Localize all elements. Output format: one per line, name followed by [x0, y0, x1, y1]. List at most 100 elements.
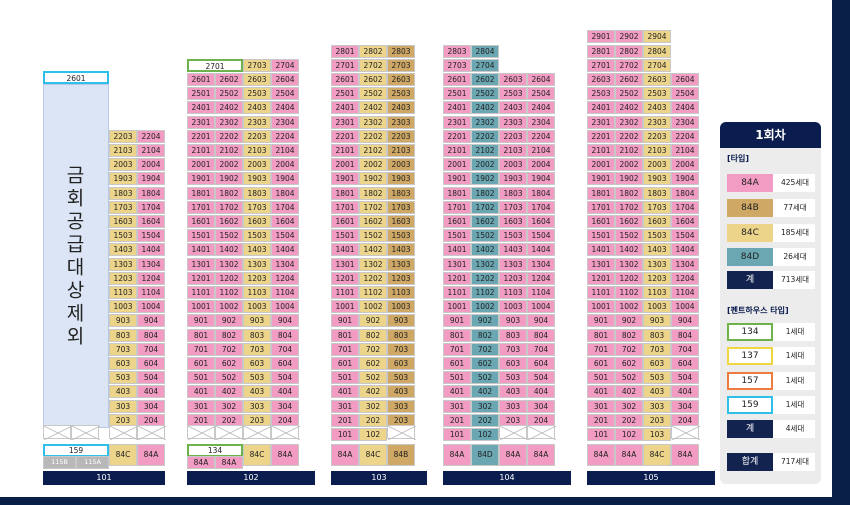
- unit-cell[interactable]: 1102: [615, 286, 643, 299]
- unit-cell[interactable]: 604: [137, 357, 165, 370]
- unit-cell[interactable]: 2304: [527, 115, 555, 129]
- unit-cell[interactable]: 1402: [615, 243, 643, 257]
- unit-cell[interactable]: 2502: [615, 87, 643, 101]
- unit-cell[interactable]: 403: [643, 385, 671, 399]
- unit-cell[interactable]: 1202: [471, 271, 499, 285]
- unit-cell[interactable]: 1002: [215, 300, 243, 314]
- unit-cell[interactable]: 2602: [615, 73, 643, 86]
- unit-cell[interactable]: 402: [471, 385, 499, 399]
- unit-cell[interactable]: 902: [615, 314, 643, 328]
- unit-cell[interactable]: 704: [137, 342, 165, 356]
- unit-cell[interactable]: 2201: [587, 129, 615, 143]
- unit-cell[interactable]: 903: [243, 314, 271, 328]
- unit-cell[interactable]: 1702: [215, 200, 243, 214]
- unit-cell[interactable]: 901: [187, 314, 215, 328]
- unit-cell[interactable]: 1002: [359, 300, 387, 314]
- unit-cell[interactable]: 1004: [671, 300, 699, 314]
- unit-cell[interactable]: 2003: [499, 158, 527, 172]
- unit-cell[interactable]: 201: [443, 413, 471, 427]
- unit-cell[interactable]: 601: [587, 357, 615, 370]
- unit-cell[interactable]: 2403: [499, 101, 527, 115]
- unit-cell[interactable]: 304: [671, 399, 699, 413]
- unit-cell[interactable]: 1903: [499, 172, 527, 186]
- unit-cell[interactable]: 2604: [527, 73, 555, 86]
- unit-cell[interactable]: 702: [471, 342, 499, 356]
- unit-cell[interactable]: 1302: [359, 257, 387, 271]
- unit-cell[interactable]: 2104: [271, 144, 299, 157]
- unit-cell[interactable]: 1704: [271, 200, 299, 214]
- unit-cell[interactable]: 2803: [443, 44, 471, 58]
- unit-cell[interactable]: 1401: [331, 243, 359, 257]
- unit-cell[interactable]: 2703: [443, 58, 471, 72]
- unit-cell[interactable]: 1304: [271, 257, 299, 271]
- unit-cell[interactable]: 1902: [215, 172, 243, 186]
- unit-cell[interactable]: 1803: [499, 186, 527, 200]
- unit-cell[interactable]: 1903: [109, 172, 137, 186]
- unit-cell[interactable]: 1104: [137, 286, 165, 299]
- unit-cell[interactable]: 2701: [331, 58, 359, 72]
- unit-cell[interactable]: 302: [471, 399, 499, 413]
- unit-cell[interactable]: 2501: [443, 87, 471, 101]
- unit-cell[interactable]: 1802: [359, 186, 387, 200]
- unit-cell[interactable]: 1801: [331, 186, 359, 200]
- unit-cell[interactable]: 2503: [587, 87, 615, 101]
- unit-cell[interactable]: 902: [359, 314, 387, 328]
- unit-cell[interactable]: 1204: [671, 271, 699, 285]
- unit-cell[interactable]: 1402: [471, 243, 499, 257]
- unit-cell[interactable]: 1703: [243, 200, 271, 214]
- unit-cell[interactable]: 2003: [243, 158, 271, 172]
- unit-cell[interactable]: 2702: [359, 58, 387, 72]
- unit-cell[interactable]: 301: [187, 399, 215, 413]
- unit-cell[interactable]: 1104: [271, 286, 299, 299]
- unit-cell[interactable]: 601: [443, 357, 471, 370]
- unit-cell[interactable]: 2401: [331, 101, 359, 115]
- unit-cell[interactable]: 501: [187, 371, 215, 385]
- unit-cell[interactable]: 303: [387, 399, 415, 413]
- unit-cell[interactable]: 2302: [615, 115, 643, 129]
- unit-cell[interactable]: 1501: [331, 229, 359, 243]
- unit-cell[interactable]: 1002: [471, 300, 499, 314]
- unit-cell[interactable]: 901: [587, 314, 615, 328]
- unit-cell[interactable]: 1601: [443, 215, 471, 228]
- unit-cell[interactable]: 2603: [243, 73, 271, 86]
- unit-cell[interactable]: 1501: [187, 229, 215, 243]
- unit-cell[interactable]: 1101: [443, 286, 471, 299]
- unit-cell[interactable]: 801: [443, 328, 471, 342]
- unit-cell[interactable]: 2303: [643, 115, 671, 129]
- unit-cell[interactable]: 2202: [215, 129, 243, 143]
- unit-cell[interactable]: 2801: [587, 44, 615, 58]
- unit-cell[interactable]: 1504: [137, 229, 165, 243]
- unit-cell[interactable]: 1804: [671, 186, 699, 200]
- unit-cell[interactable]: 503: [109, 371, 137, 385]
- unit-cell[interactable]: 604: [527, 357, 555, 370]
- unit-cell[interactable]: 1804: [527, 186, 555, 200]
- unit-cell[interactable]: 2102: [215, 144, 243, 157]
- unit-cell[interactable]: 2904: [643, 30, 671, 44]
- unit-cell[interactable]: 1004: [271, 300, 299, 314]
- unit-cell[interactable]: 1403: [643, 243, 671, 257]
- unit-cell[interactable]: 2601: [187, 73, 215, 86]
- unit-cell[interactable]: 2704: [643, 58, 671, 72]
- unit-cell[interactable]: 1201: [443, 271, 471, 285]
- unit-cell[interactable]: 2004: [527, 158, 555, 172]
- unit-cell[interactable]: 1501: [587, 229, 615, 243]
- unit-cell[interactable]: 1602: [615, 215, 643, 228]
- unit-cell[interactable]: 2703: [387, 58, 415, 72]
- unit-cell[interactable]: 501: [331, 371, 359, 385]
- unit-cell[interactable]: 1502: [615, 229, 643, 243]
- unit-cell[interactable]: 302: [215, 399, 243, 413]
- unit-cell[interactable]: 2503: [499, 87, 527, 101]
- unit-cell[interactable]: 702: [359, 342, 387, 356]
- unit-cell[interactable]: 2604: [271, 73, 299, 86]
- unit-cell[interactable]: 402: [615, 385, 643, 399]
- unit-cell[interactable]: 401: [187, 385, 215, 399]
- unit-cell[interactable]: 804: [527, 328, 555, 342]
- unit-cell[interactable]: 304: [137, 399, 165, 413]
- unit-cell[interactable]: 1603: [499, 215, 527, 228]
- unit-cell[interactable]: 1802: [471, 186, 499, 200]
- unit-cell[interactable]: 2103: [499, 144, 527, 157]
- unit-cell[interactable]: 1404: [527, 243, 555, 257]
- unit-cell[interactable]: 1003: [643, 300, 671, 314]
- unit-cell[interactable]: 603: [109, 357, 137, 370]
- unit-cell[interactable]: 1503: [243, 229, 271, 243]
